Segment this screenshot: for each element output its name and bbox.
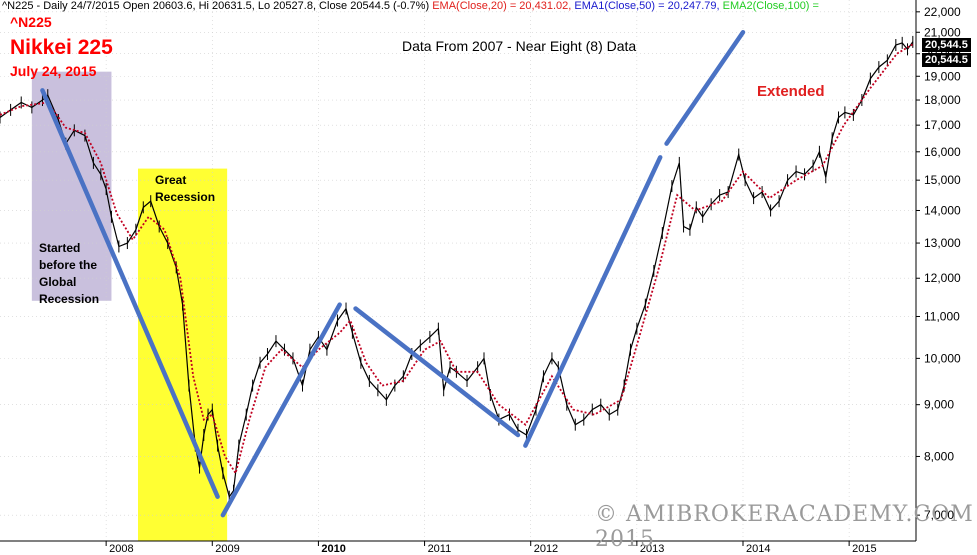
y-axis: 7,000 8,000 9,000 10,000 11,000 12,000 13,000 1… [915,0,961,541]
last-price-box-2: 20,544.5 [922,53,971,67]
ema50-readout: EMA1(Close,50) = 20,247.79, [574,0,720,12]
trend-line-0 [40,88,220,499]
trend-line-3 [523,155,663,448]
x-tick-label: 2010 [321,543,345,555]
started-line-2: before the [39,258,98,272]
started-line-1: Started [39,241,81,255]
trend-line-1 [220,302,342,518]
y-tick-label: 10,000 [924,351,961,365]
y-tick-label: 12,000 [924,271,961,285]
y-tick-label: 17,000 [924,118,961,132]
y-tick-label: 14,000 [924,203,961,217]
chart-date: July 24, 2015 [10,63,97,79]
chart-subtitle: Data From 2007 - Near Eight (8) Data [402,38,637,54]
extended-label: Extended [757,83,825,100]
y-tick-label: 9,000 [924,398,954,412]
x-tick-label: 2008 [109,543,133,555]
grid [0,0,916,541]
x-tick-label: 2009 [215,543,239,555]
y-tick-label: 13,000 [924,236,961,250]
y-tick-label: 22,000 [924,5,961,19]
y-tick-label: 8,000 [924,449,954,463]
x-tick-label: 2013 [640,543,664,555]
ema20-readout: EMA(Close,20) = 20,431.02, [432,0,572,12]
y-tick-label: 18,000 [924,93,961,107]
x-tick-label: 2011 [428,543,452,555]
chart-header: ^N225 - Daily 24/7/2015 Open 20603.6, Hi… [2,0,819,12]
x-tick-label: 2014 [746,543,770,555]
trend-lines [40,30,746,518]
highlight-regions [31,71,228,541]
x-axis: 2008 2009 2010 2011 2012 2013 2014 2015 [0,540,916,555]
y-tick-label: 11,000 [924,309,960,323]
price-series [0,35,914,503]
started-line-3: Global [39,275,77,289]
started-line-4: Recession [39,292,100,306]
y-tick-label: 15,000 [924,173,961,187]
x-tick-label: 2012 [534,543,558,555]
y-tick-label: 16,000 [924,145,961,159]
highlight-region-0 [31,71,112,301]
price-line [0,41,914,499]
symbol-info: ^N225 - Daily 24/7/2015 Open 20603.6, Hi… [2,0,430,12]
started-label: Started before the Global Recession [39,240,99,308]
chart-title: Nikkei 225 [10,36,113,59]
watermark: © AMIBROKERACADEMY.COM 2015 [595,502,974,552]
ema-line [0,43,914,476]
y-tick-label: 19,000 [924,69,961,83]
x-tick-label: 2015 [852,543,876,555]
ticker-label: ^N225 [10,14,52,30]
ema100-readout: EMA2(Close,100) = [722,0,819,12]
trend-line-4 [664,30,746,146]
last-price-box-1: 20,544.5 [922,38,971,52]
ema-series [0,43,914,476]
y-tick-label: 7,000 [924,508,954,522]
great-recession-label: Great Recession [155,172,215,206]
great-recession-line-1: Great [155,173,187,187]
trend-line-2 [353,306,521,438]
y-tick-label: 21,000 [924,25,961,39]
great-recession-line-2: Recession [155,190,216,204]
